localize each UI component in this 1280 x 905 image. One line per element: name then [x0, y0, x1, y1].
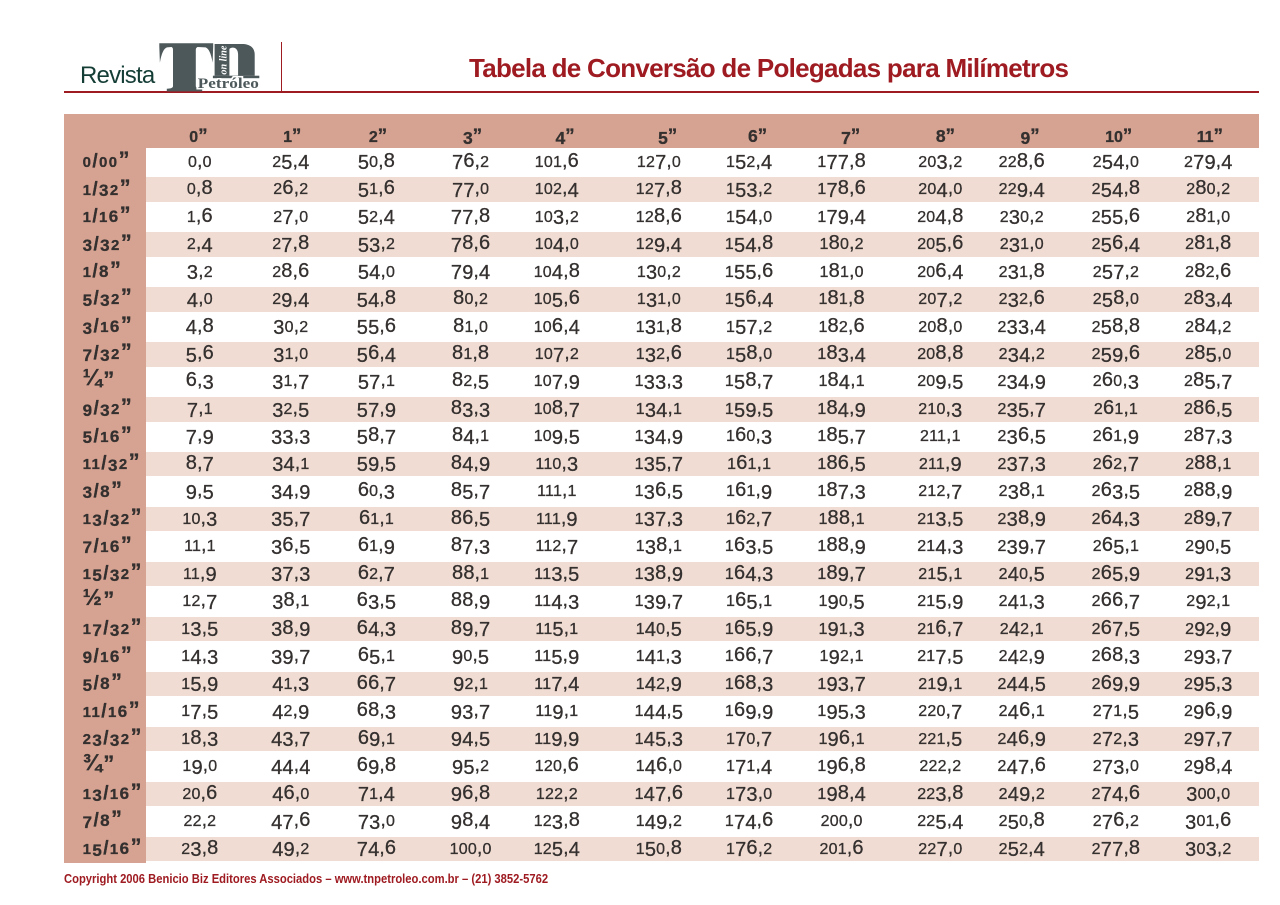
svg-text:Petróleo: Petróleo	[198, 76, 259, 92]
svg-text:on line: on line	[218, 45, 229, 74]
